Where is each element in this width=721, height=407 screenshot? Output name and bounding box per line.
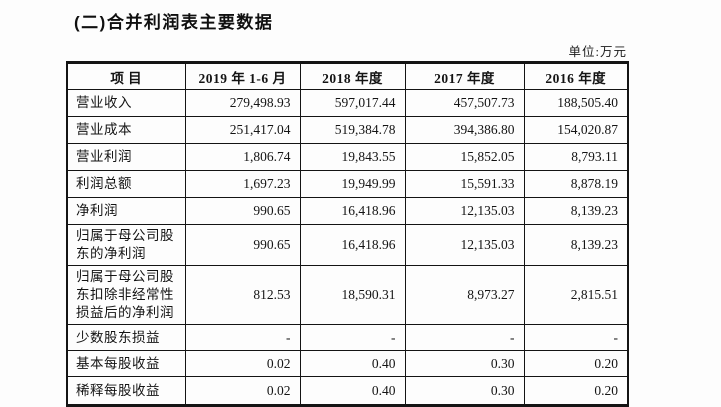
value-cell: 15,591.33 — [404, 170, 525, 198]
value-cell: 990.65 — [184, 197, 301, 225]
row-label-cell: 营业收入 — [66, 89, 186, 117]
row-label-cell: 净利润 — [66, 197, 186, 225]
row-diluted-eps: 稀释每股收益 0.02 0.40 0.30 0.20 — [66, 376, 629, 406]
value-cell: 0.30 — [404, 376, 525, 406]
value-cell: 15,852.05 — [404, 143, 525, 171]
value-cell: 2,815.51 — [523, 265, 629, 325]
header-cell-2018: 2018 年度 — [299, 62, 406, 90]
value-cell: 0.02 — [184, 350, 301, 377]
value-cell: 8,139.23 — [523, 197, 629, 225]
value-cell: 0.30 — [404, 350, 525, 377]
header-row: 项 目 2019 年 1-6 月 2018 年度 2017 年度 2016 年度 — [66, 62, 629, 90]
row-basic-eps: 基本每股收益 0.02 0.40 0.30 0.20 — [66, 350, 629, 377]
value-cell: 12,135.03 — [404, 224, 525, 266]
row-label-cell: 稀释每股收益 — [66, 376, 186, 406]
value-cell: 394,386.80 — [404, 116, 525, 144]
unit-label: 单位:万元 — [568, 45, 627, 59]
row-net-profit-to-parent-after-non-recurring: 归属于母公司股东扣除非经常性损益后的净利润 812.53 18,590.31 8… — [66, 265, 629, 325]
value-cell: 1,806.74 — [184, 143, 301, 171]
header-cell-2019h1: 2019 年 1-6 月 — [184, 62, 301, 90]
income-statement-table: 项 目 2019 年 1-6 月 2018 年度 2017 年度 2016 年度… — [66, 61, 629, 407]
row-minority-interest: 少数股东损益 - - - - — [66, 324, 629, 351]
value-cell: 8,973.27 — [404, 265, 525, 325]
value-cell: - — [299, 324, 406, 351]
value-cell: 251,417.04 — [184, 116, 301, 144]
value-cell: 0.40 — [299, 376, 406, 406]
header-cell-item: 项 目 — [66, 62, 186, 90]
value-cell: 8,139.23 — [523, 224, 629, 266]
value-cell: 597,017.44 — [299, 89, 406, 117]
header-cell-2016: 2016 年度 — [523, 62, 629, 90]
value-cell: 19,843.55 — [299, 143, 406, 171]
row-label-cell: 少数股东损益 — [66, 324, 186, 351]
section-title: (二)合并利润表主要数据 — [74, 13, 274, 32]
value-cell: - — [184, 324, 301, 351]
value-cell: 8,793.11 — [523, 143, 629, 171]
value-cell: 0.20 — [523, 376, 629, 406]
value-cell: 0.20 — [523, 350, 629, 377]
row-label-cell: 营业利润 — [66, 143, 186, 171]
value-cell: 16,418.96 — [299, 224, 406, 266]
value-cell: 16,418.96 — [299, 197, 406, 225]
row-net-profit-to-parent: 归属于母公司股东的净利润 990.65 16,418.96 12,135.03 … — [66, 224, 629, 266]
value-cell: 457,507.73 — [404, 89, 525, 117]
row-label-cell: 归属于母公司股东的净利润 — [66, 224, 186, 266]
value-cell: 19,949.99 — [299, 170, 406, 198]
row-label-cell: 基本每股收益 — [66, 350, 186, 377]
value-cell: 12,135.03 — [404, 197, 525, 225]
value-cell: 1,697.23 — [184, 170, 301, 198]
value-cell: 8,878.19 — [523, 170, 629, 198]
row-total-profit: 利润总额 1,697.23 19,949.99 15,591.33 8,878.… — [66, 170, 629, 198]
value-cell: - — [523, 324, 629, 351]
row-label-cell: 利润总额 — [66, 170, 186, 198]
value-cell: 188,505.40 — [523, 89, 629, 117]
row-operating-cost: 营业成本 251,417.04 519,384.78 394,386.80 15… — [66, 116, 629, 144]
value-cell: 990.65 — [184, 224, 301, 266]
header-cell-2017: 2017 年度 — [404, 62, 525, 90]
value-cell: 519,384.78 — [299, 116, 406, 144]
value-cell: 812.53 — [184, 265, 301, 325]
value-cell: 154,020.87 — [523, 116, 629, 144]
value-cell: 18,590.31 — [299, 265, 406, 325]
value-cell: - — [404, 324, 525, 351]
value-cell: 0.02 — [184, 376, 301, 406]
value-cell: 0.40 — [299, 350, 406, 377]
row-operating-profit: 营业利润 1,806.74 19,843.55 15,852.05 8,793.… — [66, 143, 629, 171]
value-cell: 279,498.93 — [184, 89, 301, 117]
row-operating-revenue: 营业收入 279,498.93 597,017.44 457,507.73 18… — [66, 89, 629, 117]
row-net-profit: 净利润 990.65 16,418.96 12,135.03 8,139.23 — [66, 197, 629, 225]
row-label-cell: 营业成本 — [66, 116, 186, 144]
row-label-cell: 归属于母公司股东扣除非经常性损益后的净利润 — [66, 265, 186, 325]
